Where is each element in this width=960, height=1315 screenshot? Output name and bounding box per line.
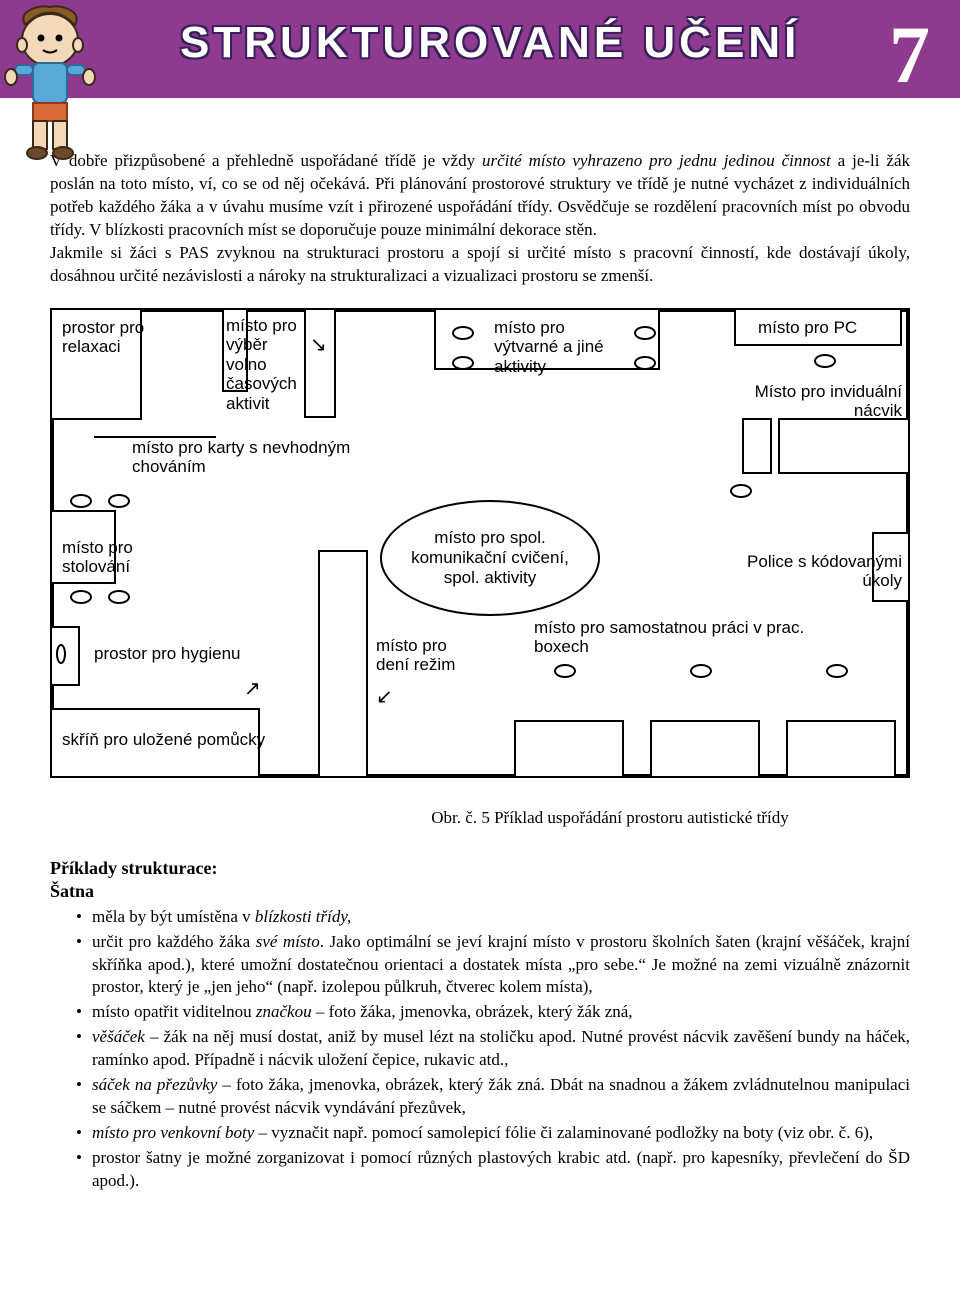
fp-label-stolovani: místo prostolování	[62, 538, 133, 577]
list-item: prostor šatny je možné zorganizovat i po…	[80, 1147, 910, 1193]
examples-heading: Příklady strukturace:	[50, 858, 910, 879]
fp-label-police: Police s kódovanýmiúkoly	[722, 552, 902, 591]
fp-label-hygiena: prostor pro hygienu	[94, 644, 240, 664]
fp-label-vyber: místo provýběrvolnočasovýchaktivit	[226, 316, 297, 414]
fp-label-vytvarne: místo provýtvarné a jinéaktivity	[494, 318, 604, 377]
fp-label-samost: místo pro samostatnou práci v prac.boxec…	[534, 618, 804, 657]
header-title: STRUKTUROVANÉ UČENÍ	[180, 18, 800, 68]
subsection-heading: Šatna	[50, 881, 910, 902]
bullet-list: měla by být umístěna v blízkosti třídy, …	[50, 906, 910, 1193]
list-item: měla by být umístěna v blízkosti třídy,	[80, 906, 910, 929]
list-item: věšáček – žák na něj musí dostat, aniž b…	[80, 1026, 910, 1072]
figure-caption: Obr. č. 5 Příklad uspořádání prostoru au…	[310, 808, 910, 828]
header-band: STRUKTUROVANÉ UČENÍ 7	[0, 0, 960, 100]
page-content: V dobře přizpůsobené a přehledně uspořád…	[0, 100, 960, 1215]
list-item: místo opatřit viditelnou značkou – foto …	[80, 1001, 910, 1024]
list-item: určit pro každého žáka své místo. Jako o…	[80, 931, 910, 1000]
fp-label-karty: místo pro karty s nevhodnýmchováním	[132, 438, 350, 477]
mascot-illustration	[0, 5, 105, 165]
page-number: 7	[889, 8, 930, 102]
fp-label-pc: místo pro PC	[758, 318, 857, 338]
fp-oval-spol: místo pro spol.komunikační cvičení,spol.…	[380, 500, 600, 616]
fp-label-skrin: skříň pro uložené pomůcky	[62, 730, 265, 750]
list-item: sáček na přezůvky – foto žáka, jmenovka,…	[80, 1074, 910, 1120]
fp-label-relax: prostor prorelaxaci	[62, 318, 144, 357]
floorplan-diagram: prostor prorelaxaci místo provýběrvolnoč…	[50, 308, 910, 778]
intro-paragraph: V dobře přizpůsobené a přehledně uspořád…	[50, 150, 910, 288]
list-item: místo pro venkovní boty – vyznačit např.…	[80, 1122, 910, 1145]
fp-label-rezim: místo prodení režim	[376, 636, 455, 675]
